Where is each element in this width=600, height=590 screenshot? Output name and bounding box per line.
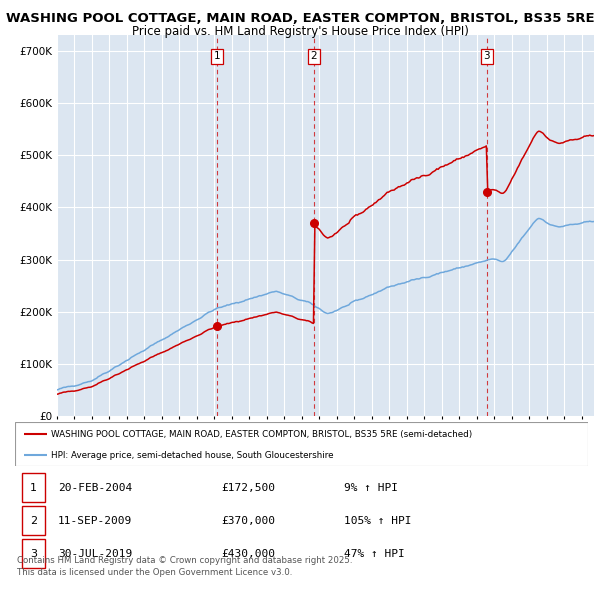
FancyBboxPatch shape xyxy=(22,506,45,535)
FancyBboxPatch shape xyxy=(22,473,45,502)
Text: 9% ↑ HPI: 9% ↑ HPI xyxy=(344,483,398,493)
Text: WASHING POOL COTTAGE, MAIN ROAD, EASTER COMPTON, BRISTOL, BS35 5RE: WASHING POOL COTTAGE, MAIN ROAD, EASTER … xyxy=(5,12,595,25)
FancyBboxPatch shape xyxy=(22,539,45,568)
Text: Contains HM Land Registry data © Crown copyright and database right 2025.
This d: Contains HM Land Registry data © Crown c… xyxy=(17,556,352,577)
Text: Price paid vs. HM Land Registry's House Price Index (HPI): Price paid vs. HM Land Registry's House … xyxy=(131,25,469,38)
Text: 47% ↑ HPI: 47% ↑ HPI xyxy=(344,549,405,559)
Text: 20-FEB-2004: 20-FEB-2004 xyxy=(58,483,132,493)
Text: £430,000: £430,000 xyxy=(221,549,275,559)
Text: 3: 3 xyxy=(30,549,37,559)
Text: 11-SEP-2009: 11-SEP-2009 xyxy=(58,516,132,526)
Text: 2: 2 xyxy=(311,51,317,61)
Text: 30-JUL-2019: 30-JUL-2019 xyxy=(58,549,132,559)
Text: HPI: Average price, semi-detached house, South Gloucestershire: HPI: Average price, semi-detached house,… xyxy=(50,451,333,460)
Text: £172,500: £172,500 xyxy=(221,483,275,493)
Text: 105% ↑ HPI: 105% ↑ HPI xyxy=(344,516,412,526)
Text: 3: 3 xyxy=(484,51,490,61)
Text: 2: 2 xyxy=(30,516,37,526)
Text: 1: 1 xyxy=(30,483,37,493)
Text: WASHING POOL COTTAGE, MAIN ROAD, EASTER COMPTON, BRISTOL, BS35 5RE (semi-detache: WASHING POOL COTTAGE, MAIN ROAD, EASTER … xyxy=(50,430,472,439)
Text: £370,000: £370,000 xyxy=(221,516,275,526)
Text: 1: 1 xyxy=(214,51,220,61)
